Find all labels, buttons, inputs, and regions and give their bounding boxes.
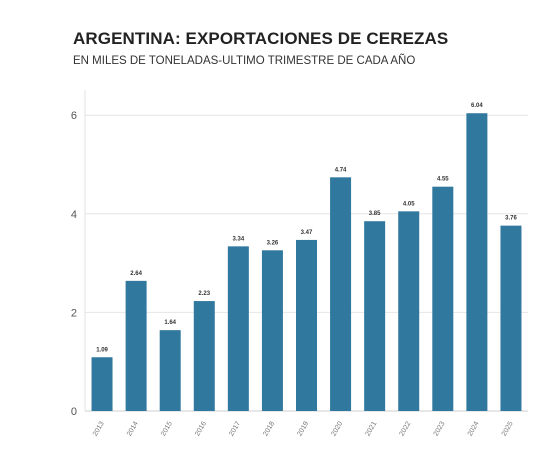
y-tick-label: 2 bbox=[71, 307, 77, 319]
x-tick-label: 2018 bbox=[262, 420, 276, 437]
bar-2017 bbox=[227, 246, 249, 411]
data-label-2020: 4.74 bbox=[335, 167, 347, 173]
bar-2014 bbox=[125, 280, 147, 411]
chart-title: ARGENTINA: EXPORTACIONES DE CEREZAS bbox=[73, 29, 449, 48]
bar-2013 bbox=[91, 357, 113, 411]
x-tick-label: 2020 bbox=[330, 420, 344, 437]
bar-2024 bbox=[466, 113, 488, 411]
x-tick-label: 2017 bbox=[228, 420, 242, 437]
y-tick-label: 0 bbox=[71, 406, 77, 418]
data-label-2016: 2.23 bbox=[198, 291, 210, 297]
bar-2015 bbox=[159, 330, 181, 411]
x-tick-label: 2015 bbox=[160, 420, 174, 437]
x-tick-label: 2013 bbox=[92, 420, 106, 437]
bar-2023 bbox=[432, 186, 454, 411]
x-tick-label: 2022 bbox=[399, 420, 413, 437]
y-tick-label: 4 bbox=[71, 209, 77, 221]
data-label-2015: 1.64 bbox=[164, 320, 176, 326]
x-tick-label: 2023 bbox=[433, 420, 447, 437]
bar-2022 bbox=[398, 211, 420, 411]
data-label-2014: 2.64 bbox=[130, 271, 142, 277]
y-tick-label: 6 bbox=[71, 110, 77, 122]
data-label-2013: 1.09 bbox=[96, 347, 108, 353]
data-label-2018: 3.26 bbox=[267, 240, 279, 246]
data-label-2024: 6.04 bbox=[471, 103, 483, 109]
x-tick-label: 2024 bbox=[467, 420, 481, 437]
chart-subtitle: EN MILES DE TONELADAS-ULTIMO TRIMESTRE D… bbox=[73, 55, 416, 67]
bar-2021 bbox=[364, 221, 386, 411]
x-tick-label: 2019 bbox=[296, 420, 310, 437]
data-label-2025: 3.76 bbox=[505, 216, 517, 222]
data-label-2022: 4.05 bbox=[403, 201, 415, 207]
x-tick-label: 2014 bbox=[126, 420, 140, 437]
bar-2025 bbox=[500, 225, 522, 411]
x-tick-label: 2021 bbox=[365, 420, 379, 437]
data-label-2023: 4.55 bbox=[437, 177, 449, 183]
data-label-2017: 3.34 bbox=[233, 236, 245, 242]
data-label-2021: 3.85 bbox=[369, 211, 381, 217]
x-tick-label: 2016 bbox=[194, 420, 208, 437]
bar-2019 bbox=[296, 239, 317, 411]
bar-2020 bbox=[330, 177, 352, 411]
x-tick-label: 2025 bbox=[501, 420, 515, 437]
bar-2018 bbox=[261, 250, 283, 411]
data-label-2019: 3.47 bbox=[301, 230, 313, 236]
bar-2016 bbox=[193, 301, 215, 411]
